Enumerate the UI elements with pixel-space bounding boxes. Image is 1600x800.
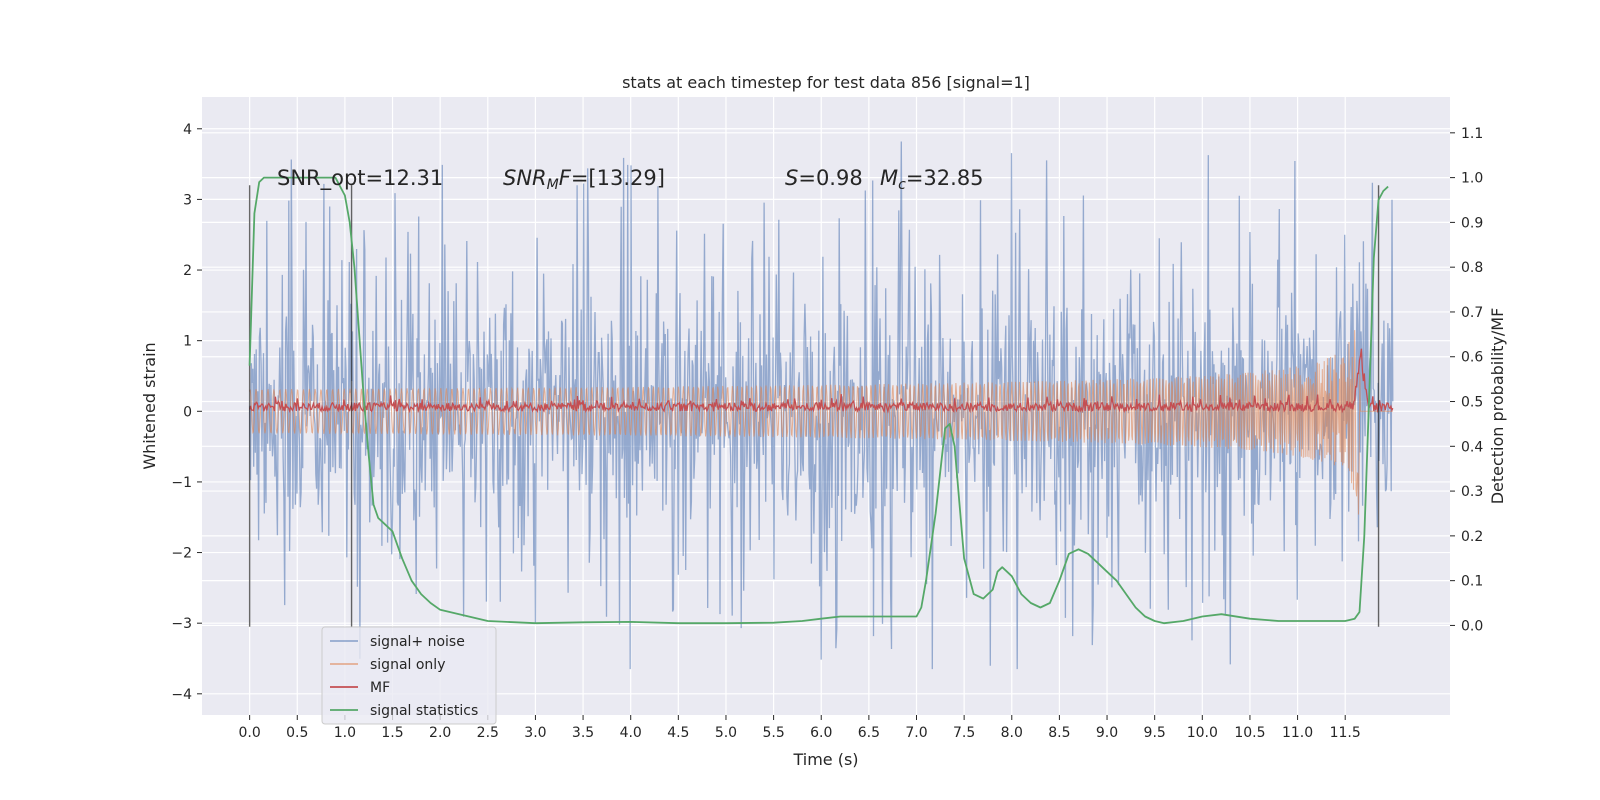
x-tick-label-23: 11.5 [1330, 725, 1361, 741]
x-axis-ticks: 0.0 0.5 1.0 1.5 2.0 2.5 3.0 3.5 4.0 4.5 5.0 5.5 6.0 6… [239, 715, 1361, 741]
legend-box [321, 626, 497, 725]
annotation-snr-opt: SNR_opt=12.31 [277, 166, 443, 191]
x-tick-label-22: 11.0 [1282, 725, 1313, 741]
x-tick-label-7: 3.5 [572, 725, 594, 741]
signal-statistics-series [248, 176, 1389, 625]
annotation-s: S=0.98 [785, 166, 863, 190]
x-tick-label-5: 2.5 [477, 725, 499, 741]
marker-vertical-lines [248, 185, 1380, 627]
y2-tick-label-4: 0.4 [1461, 439, 1483, 455]
x-tick-label-0: 0.0 [239, 725, 261, 741]
annotation-snr-mf-symbol: SNR [503, 166, 547, 190]
signal-noise-series [248, 141, 1394, 670]
annotation-snr-mf-subscript: M [547, 177, 559, 193]
signal-noise-line [248, 141, 1394, 670]
y-tick-label-3: −1 [171, 475, 192, 491]
annotation-s-symbol: S [785, 166, 798, 190]
y2-tick-label-10: 1.0 [1461, 171, 1483, 187]
annotation-snr-mf: SNRMF=[13.29] [503, 166, 665, 193]
x-tick-label-12: 6.0 [810, 725, 832, 741]
x-tick-label-21: 10.5 [1234, 725, 1265, 741]
x-tick-label-19: 9.5 [1144, 725, 1166, 741]
x-tick-label-15: 7.5 [953, 725, 975, 741]
legend-label-signal-statistics: signal statistics [370, 703, 478, 719]
y2-tick-label-7: 0.7 [1461, 305, 1483, 321]
annotation-mc: Mc=32.85 [880, 166, 984, 193]
y2-tick-label-3: 0.3 [1461, 484, 1483, 500]
y2-tick-label-11: 1.1 [1461, 126, 1483, 142]
annotation-mc-value: =32.85 [906, 166, 984, 190]
y2-tick-label-0: 0.0 [1461, 618, 1483, 634]
x-tick-label-3: 1.5 [381, 725, 403, 741]
x-tick-label-9: 4.5 [667, 725, 689, 741]
annotation-mc-symbol: M [880, 166, 898, 190]
legend-label-signal-only: signal only [370, 657, 445, 673]
y2-tick-label-9: 0.9 [1461, 215, 1483, 231]
x-tick-label-2: 1.0 [334, 725, 356, 741]
annotation-mc-subscript: c [898, 177, 906, 193]
y-axis-right-ticks: 0.0 0.1 0.2 0.3 0.4 0.5 0.6 0.7 0.8 0.9 1.0 1.1 [1450, 126, 1483, 634]
y-tick-label-5: 1 [183, 334, 192, 350]
signal-only-series [249, 330, 1393, 515]
y-axis-right-label: Detection probability/MF [1488, 308, 1507, 505]
y2-tick-label-2: 0.2 [1461, 529, 1483, 545]
x-tick-label-8: 4.0 [620, 725, 642, 741]
x-tick-label-13: 6.5 [858, 725, 880, 741]
y-tick-label-0: −4 [171, 687, 192, 703]
y-tick-label-6: 2 [183, 263, 192, 279]
x-tick-label-1: 0.5 [286, 725, 308, 741]
y-tick-label-7: 3 [183, 192, 192, 208]
y-axis-label: Whitened strain [140, 342, 159, 469]
x-axis-label: Time (s) [792, 750, 858, 769]
y-tick-label-4: 0 [183, 404, 192, 420]
x-tick-label-11: 5.5 [762, 725, 784, 741]
x-tick-label-16: 8.0 [1001, 725, 1023, 741]
y2-tick-label-1: 0.1 [1461, 574, 1483, 590]
legend-label-mf: MF [370, 680, 390, 696]
annotation-s-value: =0.98 [798, 166, 862, 190]
y2-tick-label-8: 0.8 [1461, 260, 1483, 276]
x-tick-label-18: 9.0 [1096, 725, 1118, 741]
mf-series [248, 348, 1394, 414]
signal-statistics-line [248, 176, 1389, 625]
y-tick-label-2: −2 [171, 546, 192, 562]
x-tick-label-20: 10.0 [1187, 725, 1218, 741]
chart-title: stats at each timestep for test data 856… [622, 73, 1030, 92]
legend: signal+ noise signal only MF signal stat… [321, 626, 497, 725]
annotation-snr-mf-f: F [559, 166, 572, 190]
x-tick-label-6: 3.0 [524, 725, 546, 741]
y2-tick-label-5: 0.5 [1461, 395, 1483, 411]
y2-tick-label-6: 0.6 [1461, 350, 1483, 366]
legend-label-signal-noise: signal+ noise [370, 634, 465, 650]
x-tick-label-14: 7.0 [905, 725, 927, 741]
x-tick-label-10: 5.0 [715, 725, 737, 741]
signal-only-line [249, 330, 1393, 515]
y-tick-label-8: 4 [183, 122, 192, 138]
mf-line [248, 348, 1394, 414]
x-tick-label-4: 2.0 [429, 725, 451, 741]
x-tick-label-17: 8.5 [1048, 725, 1070, 741]
y-axis-ticks: −4 −3 −2 −1 0 1 2 3 4 [171, 122, 202, 703]
y-tick-label-1: −3 [171, 616, 192, 632]
annotation-snr-mf-value: =[13.29] [571, 166, 665, 190]
